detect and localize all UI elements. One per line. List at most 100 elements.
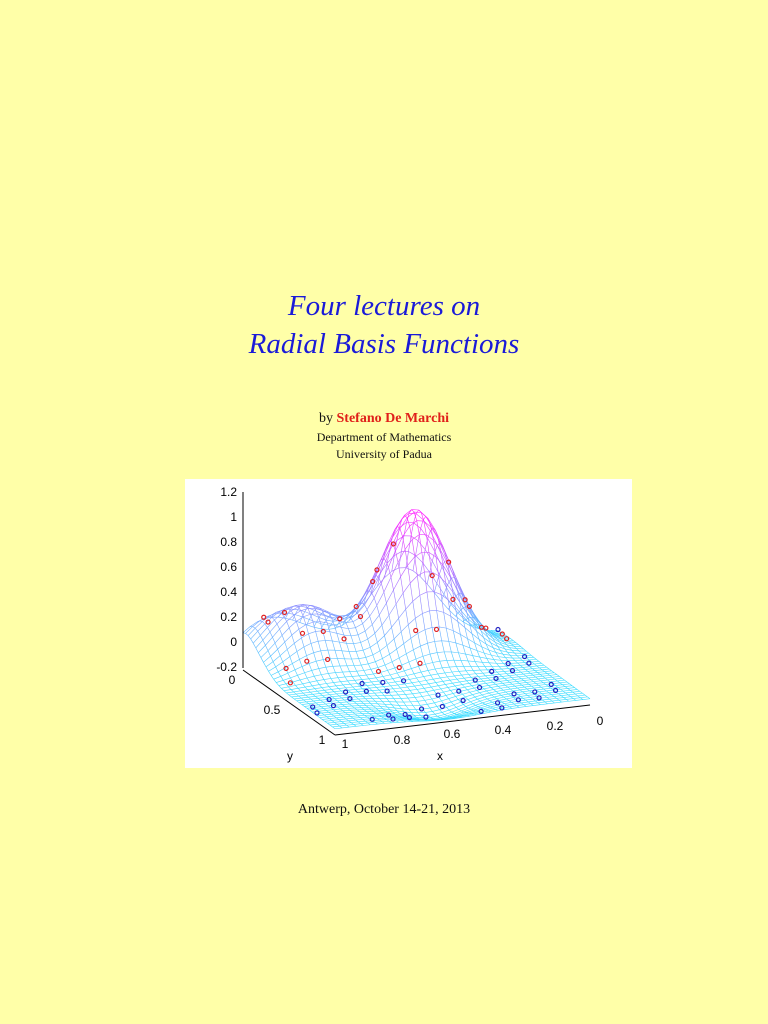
- mesh-line: [447, 676, 451, 681]
- mesh-line: [418, 681, 422, 686]
- mesh-line: [469, 683, 472, 686]
- mesh-line: [470, 706, 479, 710]
- mesh-line: [357, 604, 365, 614]
- mesh-line: [355, 623, 363, 628]
- mesh-line: [268, 666, 276, 672]
- mesh-line: [290, 606, 294, 610]
- mesh-line: [541, 692, 549, 694]
- mesh-line: [328, 672, 336, 674]
- mesh-line: [448, 581, 457, 596]
- mesh-line: [362, 687, 370, 690]
- mesh-line: [312, 684, 320, 687]
- mesh-line: [453, 701, 461, 706]
- mesh-line: [364, 715, 368, 718]
- mesh-line: [527, 694, 535, 696]
- mesh-line: [426, 678, 434, 681]
- mesh-line: [343, 716, 351, 718]
- mesh-line: [320, 706, 324, 709]
- axes: [242, 492, 591, 736]
- mesh-line: [458, 652, 466, 655]
- mesh-line: [312, 605, 316, 609]
- mesh-line: [305, 685, 313, 688]
- mesh-line: [338, 712, 346, 714]
- x-label: x: [437, 749, 443, 763]
- mesh-line: [343, 716, 347, 720]
- mesh-line: [295, 604, 303, 606]
- mesh-line: [505, 683, 513, 686]
- mesh-line: [528, 683, 537, 685]
- mesh-line: [482, 661, 490, 664]
- mesh-line: [270, 675, 274, 680]
- mesh-line: [374, 721, 383, 723]
- mesh-line: [346, 665, 350, 672]
- mesh-line: [534, 669, 543, 671]
- mesh-line: [325, 619, 334, 622]
- mesh-line: [330, 621, 334, 626]
- mesh-line: [494, 695, 502, 698]
- mesh-line: [339, 694, 347, 697]
- mesh-line: [460, 660, 469, 662]
- mesh-line: [364, 681, 372, 684]
- mesh-line: [483, 637, 487, 645]
- mesh-line: [274, 619, 278, 625]
- mesh-line: [451, 577, 455, 579]
- mesh-line: [509, 682, 513, 685]
- mesh-line: [290, 689, 294, 693]
- mesh-line: [367, 722, 371, 725]
- mesh-line: [485, 683, 489, 686]
- mesh-line: [269, 615, 273, 618]
- mesh-line: [516, 680, 524, 682]
- mesh-line: [337, 706, 345, 708]
- mesh-line: [337, 620, 345, 625]
- mesh-line: [458, 696, 466, 700]
- mesh-line: [322, 701, 326, 705]
- mesh-line: [516, 655, 520, 659]
- mesh-line: [440, 594, 449, 601]
- sample-point: [304, 658, 310, 664]
- mesh-line: [336, 633, 340, 643]
- mesh-line: [383, 695, 388, 699]
- mesh-line: [486, 643, 494, 649]
- mesh-line: [273, 676, 281, 680]
- mesh-line: [384, 563, 388, 578]
- mesh-line: [404, 668, 412, 672]
- mesh-line: [394, 667, 398, 674]
- mesh-line: [315, 661, 320, 669]
- mesh-line: [328, 613, 332, 619]
- sample-point: [359, 680, 365, 687]
- mesh-line: [303, 646, 307, 656]
- mesh-line: [366, 597, 375, 610]
- mesh-line: [278, 616, 286, 619]
- mesh-line: [562, 690, 566, 694]
- mesh-line: [386, 638, 395, 646]
- mesh-line: [281, 627, 290, 636]
- mesh-line: [426, 534, 430, 553]
- mesh-line: [426, 583, 435, 593]
- mesh-line: [475, 673, 479, 677]
- mesh-line: [503, 689, 506, 693]
- mesh-line: [461, 592, 465, 603]
- mesh-line: [499, 641, 507, 646]
- mesh-line: [541, 686, 549, 688]
- mesh-line: [372, 650, 381, 656]
- mesh-line: [487, 637, 496, 643]
- mesh-line: [351, 721, 359, 723]
- mesh-line: [522, 690, 530, 693]
- mesh-line: [469, 623, 473, 634]
- sample-point: [384, 688, 390, 694]
- mesh-line: [525, 674, 534, 677]
- mesh-line: [471, 676, 479, 678]
- mesh-line: [367, 700, 371, 704]
- mesh-line: [412, 693, 416, 698]
- mesh-line: [364, 682, 368, 686]
- mesh-line: [338, 620, 342, 628]
- mesh-line: [523, 648, 527, 652]
- mesh-line: [564, 686, 568, 689]
- mesh-line: [517, 686, 525, 689]
- mesh-line: [551, 693, 559, 695]
- mesh-line: [362, 696, 366, 699]
- mesh-line: [535, 676, 539, 680]
- mesh-line: [348, 628, 352, 636]
- mesh-line: [393, 638, 397, 650]
- mesh-line: [482, 700, 490, 704]
